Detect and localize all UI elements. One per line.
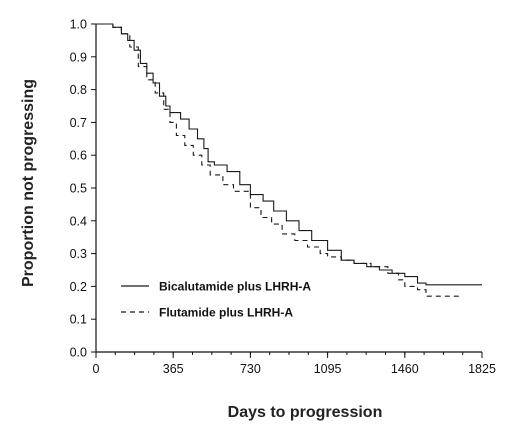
- y-tick-label: 0.7: [70, 116, 87, 130]
- y-tick-label: 0.0: [70, 346, 87, 360]
- y-tick-label: 1.0: [70, 18, 87, 32]
- legend-label: Bicalutamide plus LHRH-A: [159, 280, 311, 294]
- y-tick-label: 0.5: [70, 182, 87, 196]
- x-tick-label: 730: [240, 362, 261, 376]
- y-tick-label: 0.9: [70, 50, 87, 64]
- x-axis-title: Days to progression: [228, 404, 383, 421]
- x-axis-ticks: 0 365 730 1095 1460 1825: [93, 352, 496, 376]
- x-tick-label: 1095: [314, 362, 342, 376]
- x-tick-label: 0: [93, 362, 100, 376]
- plot-axes: [95, 24, 482, 353]
- y-tick-label: 0.6: [70, 149, 87, 163]
- y-tick-label: 0.1: [70, 313, 87, 327]
- x-tick-label: 1825: [468, 362, 496, 376]
- legend: Bicalutamide plus LHRH-A Flutamide plus L…: [121, 280, 311, 320]
- y-axis-ticks: 0.0 0.1 0.2 0.3 0.4 0.5 0.6 0.7 0.8 0.9 1.0: [70, 18, 96, 360]
- y-tick-label: 0.3: [70, 247, 87, 261]
- y-tick-label: 0.8: [70, 83, 87, 97]
- y-tick-label: 0.4: [70, 214, 87, 228]
- x-tick-label: 1460: [391, 362, 419, 376]
- y-tick-label: 0.2: [70, 280, 87, 294]
- series-bicalutamide-line: [96, 23, 482, 286]
- series-lines: [96, 23, 482, 297]
- legend-label: Flutamide plus LHRH-A: [159, 306, 293, 320]
- series-flutamide-line: [96, 23, 460, 297]
- x-tick-label: 365: [163, 362, 184, 376]
- y-axis-title: Proportion not progressing: [20, 79, 37, 287]
